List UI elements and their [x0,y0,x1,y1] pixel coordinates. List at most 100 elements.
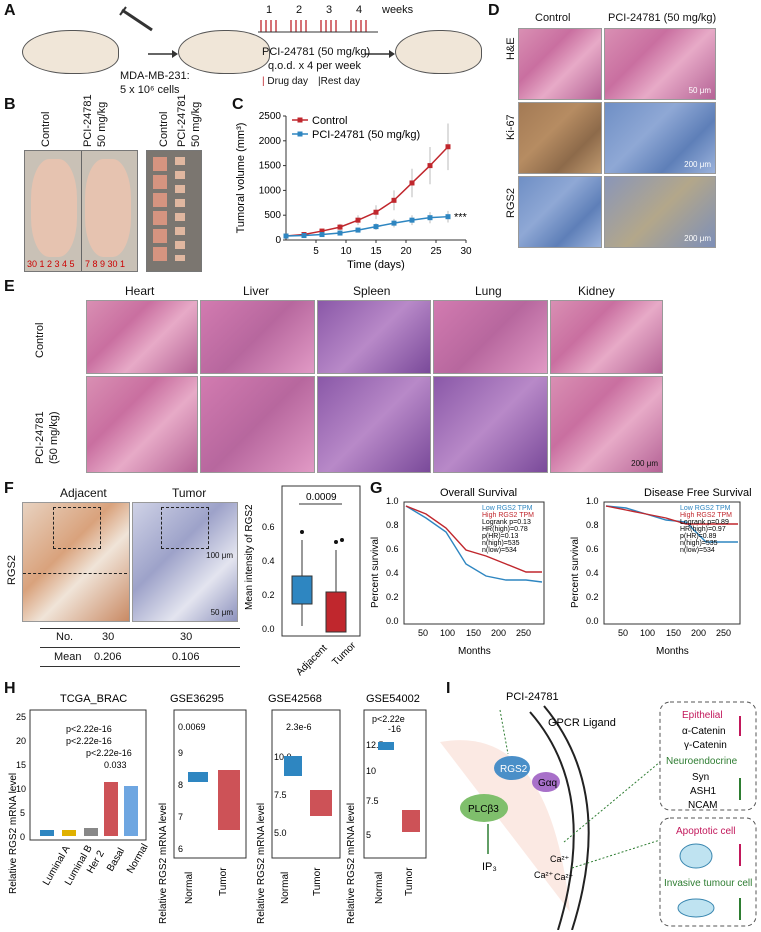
svg-text:GSE54002: GSE54002 [366,693,420,705]
svg-text:Relative RGS2 mRNA level: Relative RGS2 mRNA level [346,803,357,924]
y-tick-label: 2000 [259,136,282,147]
box-ytick: 0.4 [262,556,275,566]
svg-text:Basal: Basal [105,846,127,873]
box-ytick: 0.2 [262,590,275,600]
b-drug-label: PCI-24781 [82,94,94,147]
svg-text:12.5: 12.5 [366,740,384,750]
box-ytick: 0.0 [262,624,275,634]
svg-text:Relative RGS2 mRNA level: Relative RGS2 mRNA level [8,773,19,894]
table-mean-tum: 0.106 [172,651,200,663]
data-point [427,215,433,221]
svg-text:Normal: Normal [280,872,291,904]
box-ytick: 0.6 [262,522,275,532]
box-cat-adjacent: Adjacent [294,643,329,678]
pathway-diagram: PCI-24781 GPCR Ligand RGS2 Gαq PLCβ3 IP₃… [440,691,757,930]
x-tick-label: 25 [430,246,442,257]
legend-label: PCI-24781 (50 mg/kg) [312,129,420,141]
heart-control-image [86,300,198,374]
organ-kidney: Kidney [578,284,615,298]
svg-text:6: 6 [178,844,183,854]
svg-text:Low RGS2 TPM: Low RGS2 TPM [680,505,731,512]
ruler-left: 30 1 2 3 4 5 [27,259,75,269]
svg-text:0.8: 0.8 [586,520,599,530]
b-control-label: Control [40,111,52,147]
svg-text:50: 50 [618,628,628,638]
panel-label-h: H [4,680,16,697]
svg-text:Epithelial: Epithelial [682,710,723,721]
svg-text:20: 20 [16,736,26,746]
svg-text:p<2.22e-16: p<2.22e-16 [86,748,132,758]
svg-text:0.4: 0.4 [386,568,399,578]
cells-line2: 5 x 10⁶ cells [120,84,180,96]
svg-text:Invasive tumour cell: Invasive tumour cell [664,878,752,889]
svg-text:n(low)=534: n(low)=534 [680,547,715,554]
table-mean-label: Mean [54,651,82,663]
y-tick-label: 1000 [259,185,282,196]
ki67-control-image [518,102,602,174]
svg-text:0.0: 0.0 [386,616,399,626]
svg-text:High RGS2 TPM: High RGS2 TPM [680,512,732,519]
svg-text:p(HR)=0.89: p(HR)=0.89 [680,533,716,540]
data-point [391,197,397,203]
week-3: 3 [326,4,333,16]
he-drug-image: 50 μm [604,28,716,100]
svg-text:0.0: 0.0 [586,616,599,626]
svg-text:p(HR)=0.13: p(HR)=0.13 [482,533,518,540]
data-point [427,163,433,169]
y-tick-label: 0 [275,235,281,246]
kidney-control-image [550,300,663,374]
b-dose-label: 50 mg/kg [96,101,108,147]
svg-text:HR(high)=0.78: HR(high)=0.78 [482,526,528,533]
svg-text:Gαq: Gαq [538,778,557,789]
y-axis-label: Tumoral volume (mm³) [235,123,247,234]
svg-text:0.2: 0.2 [586,592,599,602]
data-point [373,209,379,215]
svg-text:200: 200 [491,628,506,638]
legend-marker [297,117,303,123]
gse1-normal-box [188,772,208,782]
svg-text:Ca²⁺: Ca²⁺ [534,870,554,880]
svg-text:0.8: 0.8 [386,520,399,530]
os-ylabel: Percent survival [370,537,381,608]
y-tick-label: 500 [264,210,281,221]
cells-line1: MDA-MB-231: [120,70,190,82]
tumor-volume-chart: 0 500 1000 1500 2000 2500 5 10 15 20 25 30 Time (day… [235,111,472,271]
mouse-illustration [22,30,119,74]
e-row-dose: (50 mg/kg) [48,411,60,464]
svg-text:50: 50 [418,628,428,638]
rgs2-intensity-boxplot: Mean intensity of RGS2 0.0 0.2 0.4 0.6 0… [244,485,361,678]
f-adjacent-label: Adjacent [60,486,107,500]
data-point [319,228,325,234]
os-high-curve [405,505,542,573]
x-axis-label: Time (days) [347,259,405,271]
y-tick-label: 1500 [259,161,282,172]
svg-text:Relative RGS2 mRNA level: Relative RGS2 mRNA level [256,803,267,924]
organ-heart: Heart [125,284,155,298]
x-tick-label: 5 [313,246,319,257]
svg-text:p<2.22e-16: p<2.22e-16 [66,736,112,746]
data-point [283,233,289,239]
series-line-1 [285,215,449,237]
os-title: Overall Survival [440,487,517,499]
svg-text:0.2: 0.2 [386,592,399,602]
svg-text:p<2.22e: p<2.22e [372,714,405,724]
d-row-ki67: Ki-67 [505,114,517,140]
week-1: 1 [266,4,273,16]
tumor-photo [146,150,202,272]
svg-text:10.0: 10.0 [274,752,292,762]
svg-text:Apoptotic cell: Apoptotic cell [676,826,735,837]
svg-text:1.0: 1.0 [586,496,599,506]
box-cat-tumor: Tumor [330,640,358,668]
svg-text:8: 8 [178,780,183,790]
he-control-image [518,28,602,100]
drug-line1: PCI-24781 (50 mg/kg) [262,46,371,58]
svg-text:150: 150 [666,628,681,638]
panel-label-a: A [4,2,16,19]
svg-text:n(high)=535: n(high)=535 [680,540,718,547]
ihc-adjacent-image [22,502,130,622]
svg-text:PCI-24781: PCI-24781 [506,691,559,703]
svg-text:100: 100 [640,628,655,638]
dfs-high-curve [605,505,738,525]
svg-text:HR(high)=0.97: HR(high)=0.97 [680,526,726,533]
svg-text:Normal: Normal [125,842,151,875]
